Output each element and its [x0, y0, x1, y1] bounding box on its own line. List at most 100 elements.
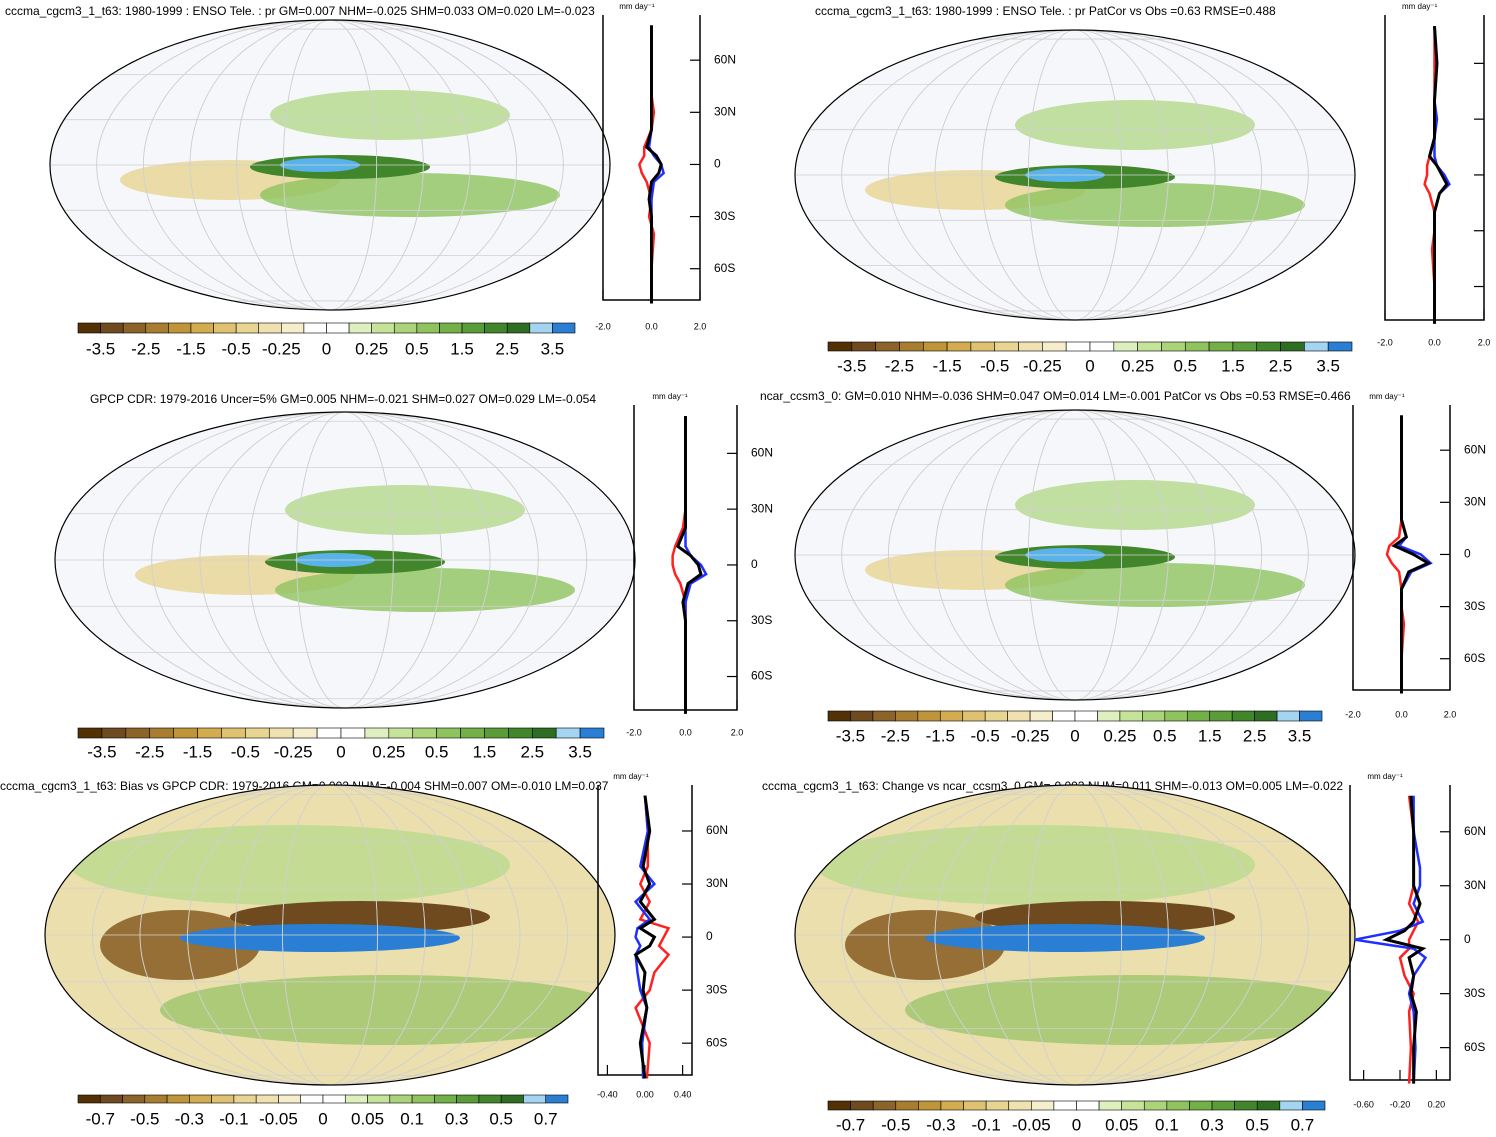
graticule [1027, 410, 1123, 700]
graticule [1027, 30, 1123, 320]
colorbar-box [416, 322, 440, 334]
colorbar-box [1299, 710, 1323, 722]
map-shade [845, 910, 1005, 980]
colorbar-box [872, 710, 896, 722]
map-shade [905, 975, 1355, 1045]
y-tick-label: 30S [706, 982, 727, 996]
colorbar-box [531, 727, 557, 739]
graticule [236, 20, 424, 310]
x-tick-label: 2.0 [1444, 709, 1457, 719]
graticule [282, 20, 378, 310]
y-tick-label: 60N [706, 823, 728, 837]
colorbar-box [461, 322, 485, 334]
colorbar-box [233, 1094, 257, 1104]
colorbar-box [388, 727, 414, 739]
colorbar-label: 0.5 [1153, 726, 1177, 745]
colorbar-label: 3.5 [568, 742, 592, 761]
x-tick-label: 2.0 [731, 727, 744, 737]
graticule [841, 30, 1309, 320]
colorbar-box [1119, 710, 1143, 722]
graticule [282, 785, 378, 1085]
colorbar-box [1256, 1100, 1281, 1111]
colorbar-box [478, 1094, 502, 1104]
graticule [887, 410, 1263, 700]
colorbar-label: 1.5 [473, 742, 497, 761]
colorbar-box [190, 322, 214, 334]
colorbar-label: -3.5 [86, 339, 115, 358]
colorbar-label: 0.3 [445, 1109, 469, 1128]
colorbar-label: -0.1 [971, 1115, 1000, 1132]
map-border [49, 19, 611, 311]
x-tick-label: 0.00 [636, 1089, 654, 1099]
colorbar-label: -2.5 [881, 726, 910, 745]
y-tick-label: 30S [1464, 599, 1485, 613]
colorbar-box [255, 1094, 279, 1104]
map-shade [925, 924, 1205, 952]
map-shade [70, 825, 510, 905]
colorbar-box [1076, 1100, 1100, 1111]
colorbar-box [827, 1100, 851, 1111]
graticule [189, 20, 471, 310]
colorbar-label: -0.5 [980, 356, 1009, 375]
colorbar-label: -0.3 [175, 1109, 204, 1128]
colorbar-label: -1.5 [926, 726, 955, 745]
colorbar-box [1211, 1100, 1235, 1111]
colorbar-box [985, 1100, 1010, 1111]
colorbar-label: 0 [322, 339, 331, 358]
colorbar-box [340, 727, 366, 739]
y-tick-label: 0 [706, 929, 713, 943]
colorbar-box [555, 727, 581, 739]
y-tick-label: 0 [1464, 932, 1471, 946]
colorbar-label: -3.5 [87, 742, 116, 761]
colorbar-box [850, 710, 874, 722]
map-shade [285, 485, 525, 535]
map-shade [275, 568, 575, 612]
map-shade [260, 173, 560, 217]
colorbar-box [245, 727, 270, 739]
map [795, 410, 1355, 700]
y-tick-label: 30N [1464, 494, 1486, 508]
colorbar-box [872, 1100, 897, 1111]
map-shade [1005, 563, 1305, 607]
graticule [187, 785, 473, 1085]
colorbar-label: -0.1 [219, 1109, 248, 1128]
colorbar-box [1053, 1100, 1077, 1111]
x-tick-label: -2.0 [1345, 709, 1361, 719]
colorbar-box [827, 341, 853, 352]
colorbar-box [1276, 710, 1300, 722]
colorbar-label: 3.5 [541, 339, 565, 358]
colorbar-label: -0.5 [221, 339, 250, 358]
map-border [794, 409, 1356, 701]
colorbar-box [371, 322, 395, 334]
x-tick-label: 2.0 [694, 321, 707, 331]
graticule [981, 785, 1169, 1085]
colorbar-label: 0.1 [400, 1109, 424, 1128]
colorbar-label: 0 [1072, 1115, 1081, 1132]
colorbar-box [899, 341, 924, 352]
colorbar-box [316, 727, 342, 739]
y-tick-label: 60S [706, 1035, 727, 1049]
colorbar-box [529, 322, 553, 334]
colorbar-box [1142, 710, 1166, 722]
colorbar-box [292, 727, 318, 739]
map-shade [270, 90, 510, 140]
profile-line [1354, 795, 1428, 1084]
colorbar-box [1113, 341, 1138, 352]
map-border [794, 29, 1356, 321]
colorbar-box [545, 1094, 569, 1104]
axis-unit: mm day⁻¹ [619, 2, 655, 11]
colorbar-box [1042, 341, 1067, 352]
colorbar-label: 2.5 [1243, 726, 1267, 745]
y-tick-label: 30S [714, 209, 735, 223]
colorbar-box [1097, 710, 1121, 722]
x-tick-label: -2.0 [595, 321, 611, 331]
colorbar-label: 0.05 [351, 1109, 384, 1128]
colorbar-box [1029, 710, 1053, 722]
x-tick-label: 2.0 [1478, 337, 1491, 347]
colorbar-box [1209, 710, 1233, 722]
colorbar-box [367, 1094, 391, 1104]
colorbar-box [197, 727, 222, 739]
colorbar-label: 0 [1085, 356, 1094, 375]
profile-line [1427, 26, 1449, 324]
map-shade [815, 825, 1255, 905]
